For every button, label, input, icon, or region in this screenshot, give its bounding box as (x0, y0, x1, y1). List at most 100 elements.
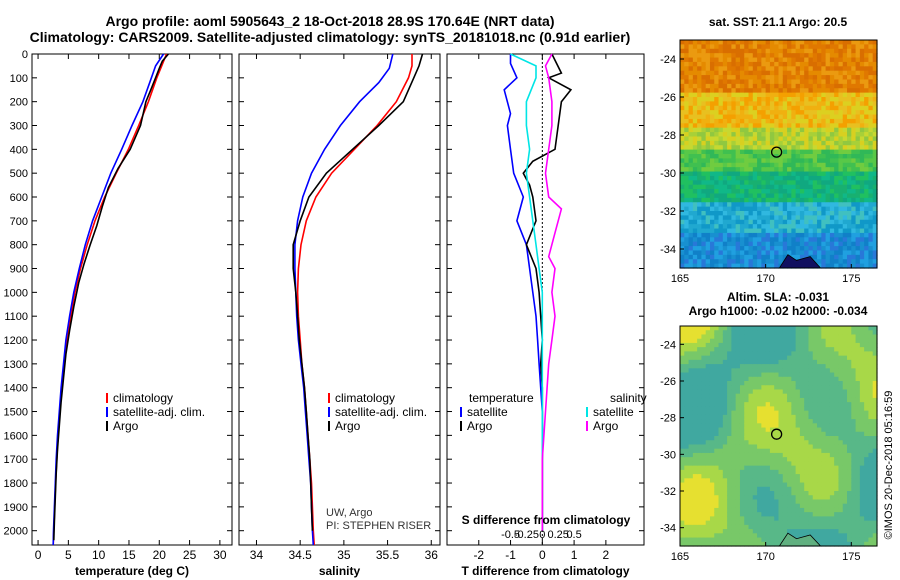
map-cell (714, 452, 720, 458)
map-cell (859, 533, 865, 539)
map-cell (748, 507, 754, 513)
map-cell (804, 326, 810, 331)
map-cell (761, 241, 767, 247)
map-cell (735, 136, 741, 142)
map-cell (847, 145, 852, 151)
map-cell (838, 431, 844, 437)
map-cell (795, 189, 801, 195)
map-cell (825, 507, 831, 513)
map-cell (799, 448, 805, 454)
map-cell (765, 469, 771, 475)
map-cell (821, 118, 827, 124)
map-cell (782, 338, 788, 344)
map-cell (808, 338, 814, 344)
map-cell (838, 246, 844, 252)
map-cell (709, 355, 715, 361)
map-cell (692, 224, 698, 230)
map-cell (804, 427, 810, 433)
map-cell (769, 180, 775, 186)
map-cell (718, 79, 724, 85)
map-cell (812, 110, 818, 116)
map-cell (821, 263, 827, 269)
map-cell (692, 127, 698, 133)
map-cell (795, 79, 801, 85)
map-cell (795, 92, 801, 98)
map-cell (808, 326, 814, 331)
map-cell (769, 452, 775, 458)
map-cell (761, 372, 767, 378)
map-cell (705, 202, 711, 208)
map-cell (709, 145, 715, 151)
map-cell (787, 389, 792, 395)
map-cell (812, 136, 818, 142)
map-cell (757, 529, 762, 534)
map-cell (872, 88, 878, 94)
map-cell (795, 385, 801, 391)
map-cell (744, 97, 750, 102)
map-cell (697, 495, 703, 501)
map-cell (782, 478, 788, 484)
map-cell (821, 61, 827, 67)
map-cell (834, 334, 840, 340)
map-cell (808, 145, 814, 151)
map-cell (765, 389, 771, 395)
map-cell (701, 145, 707, 151)
map-cell (697, 330, 703, 336)
map-cell (782, 140, 788, 146)
map-cell (847, 105, 852, 111)
map-cell (868, 436, 874, 441)
map-cell (825, 359, 831, 365)
map-cell (757, 197, 762, 203)
map-cell (757, 57, 762, 63)
map-cell (705, 419, 711, 424)
map-cell (744, 175, 750, 181)
map-cell (817, 158, 822, 164)
map-cell (765, 224, 771, 230)
map-cell (757, 393, 762, 399)
map-cell (791, 193, 797, 199)
map-cell (795, 211, 801, 216)
map-cell (829, 241, 835, 247)
map-cell (825, 175, 831, 181)
map-cell (718, 537, 724, 543)
map-cell (812, 503, 818, 509)
map-cell (697, 75, 703, 81)
map-cell (709, 184, 715, 190)
map-cell (731, 491, 737, 496)
map-cell (851, 503, 857, 509)
map-cell (709, 57, 715, 63)
map-cell (799, 533, 805, 539)
map-cell (731, 219, 737, 225)
map-cell (842, 101, 848, 107)
map-cell (838, 114, 844, 120)
map-cell (692, 189, 698, 195)
map-cell (769, 215, 775, 221)
map-cell (838, 397, 844, 403)
xtick-label-differences: 1 (571, 548, 578, 562)
map-cell (722, 381, 728, 386)
map-cell (868, 246, 874, 252)
map-cell (709, 237, 715, 243)
map-cell (739, 246, 745, 252)
map-cell (825, 246, 831, 252)
map-cell (765, 364, 771, 369)
map-cell (697, 376, 703, 382)
map-cell (752, 440, 758, 446)
map-cell (765, 127, 771, 133)
map-cell (757, 219, 762, 225)
map-cell (680, 48, 685, 54)
map-cell (799, 499, 805, 505)
map-cell (688, 533, 694, 539)
map-cell (739, 158, 745, 164)
map-cell (868, 228, 874, 234)
map-cell (812, 241, 818, 247)
map-cell (752, 419, 758, 424)
map-cell (864, 330, 870, 336)
map-cell (808, 389, 814, 395)
map-cell (842, 516, 848, 522)
map-cell (680, 351, 685, 357)
map-cell (692, 206, 698, 212)
map-cell (714, 368, 720, 374)
map-cell (825, 92, 831, 98)
